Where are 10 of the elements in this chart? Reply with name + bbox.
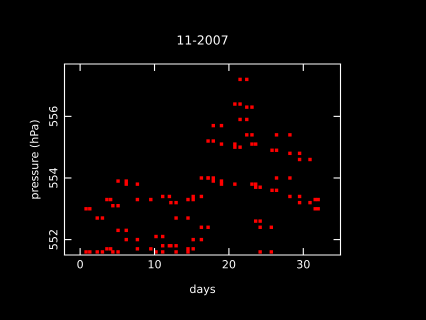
x-tick-label: 10	[148, 260, 161, 268]
x-axis-title: days	[190, 284, 216, 296]
x-tick-label: 0	[77, 260, 83, 268]
y-axis-title: pressure (hPa)	[30, 120, 41, 199]
y-tick-label: 552	[49, 230, 58, 250]
y-tick-label: 554	[49, 168, 58, 188]
chart-title: 11-2007	[178, 35, 228, 45]
x-tick-label: 30	[297, 260, 310, 268]
y-tick-label: 556	[49, 106, 58, 126]
x-tick-label: 20	[222, 260, 236, 268]
